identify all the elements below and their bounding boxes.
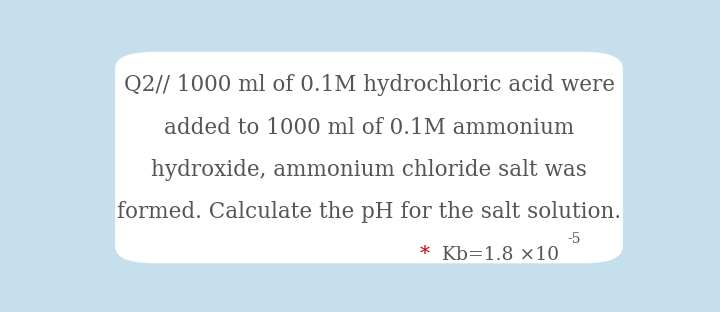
Text: hydroxide, ammonium chloride salt was: hydroxide, ammonium chloride salt was [151, 158, 587, 181]
Text: Kb=1.8 ×10: Kb=1.8 ×10 [436, 246, 559, 264]
Text: formed. Calculate the pH for the salt solution.: formed. Calculate the pH for the salt so… [117, 201, 621, 223]
FancyBboxPatch shape [115, 52, 623, 263]
Text: -5: -5 [567, 232, 580, 246]
Text: *: * [420, 245, 430, 264]
Text: Q2// 1000 ml of 0.1M hydrochloric acid were: Q2// 1000 ml of 0.1M hydrochloric acid w… [124, 75, 614, 96]
Text: added to 1000 ml of 0.1M ammonium: added to 1000 ml of 0.1M ammonium [164, 116, 574, 139]
